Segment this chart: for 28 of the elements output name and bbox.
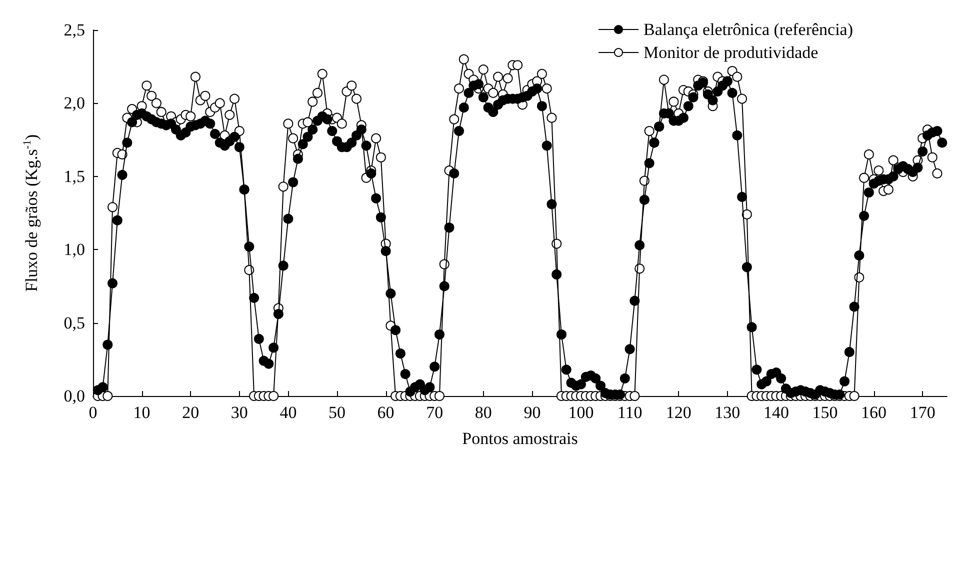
y-tick-label: 2,0: [64, 94, 85, 113]
x-tick-label: 150: [812, 403, 838, 422]
x-tick-label: 20: [182, 403, 200, 422]
x-tick-label: 100: [568, 403, 594, 422]
legend-label: Monitor de produtividade: [643, 43, 818, 62]
y-tick-label: 1,0: [64, 240, 85, 260]
x-tick-label: 70: [426, 403, 444, 422]
x-tick-label: 10: [133, 403, 150, 422]
x-tick-label: 30: [230, 403, 248, 422]
legend-label: Balança eletrônica (referência): [643, 20, 854, 39]
x-tick-label: 170: [910, 403, 936, 422]
x-tick-label: 140: [763, 403, 789, 422]
x-tick-label: 160: [861, 403, 887, 422]
y-axis-title: Fluxo de grãos (Kg.s-1): [22, 134, 41, 292]
x-tick-label: 80: [474, 403, 492, 422]
y-tick-label: 2,5: [64, 20, 85, 40]
x-tick-label: 0: [88, 403, 98, 422]
x-tick-label: 130: [714, 403, 740, 422]
y-tick-label: 1,5: [64, 166, 85, 186]
y-tick-label: 0,0: [64, 386, 85, 406]
x-tick-label: 120: [666, 403, 692, 422]
x-tick-label: 40: [280, 403, 297, 422]
x-axis-title: Pontos amostrais: [462, 429, 578, 448]
x-tick-label: 90: [524, 403, 541, 422]
x-tick-label: 60: [377, 403, 394, 422]
y-tick-label: 0,5: [64, 313, 85, 332]
x-tick-label: 50: [328, 403, 346, 422]
x-tick-label: 110: [617, 403, 642, 422]
